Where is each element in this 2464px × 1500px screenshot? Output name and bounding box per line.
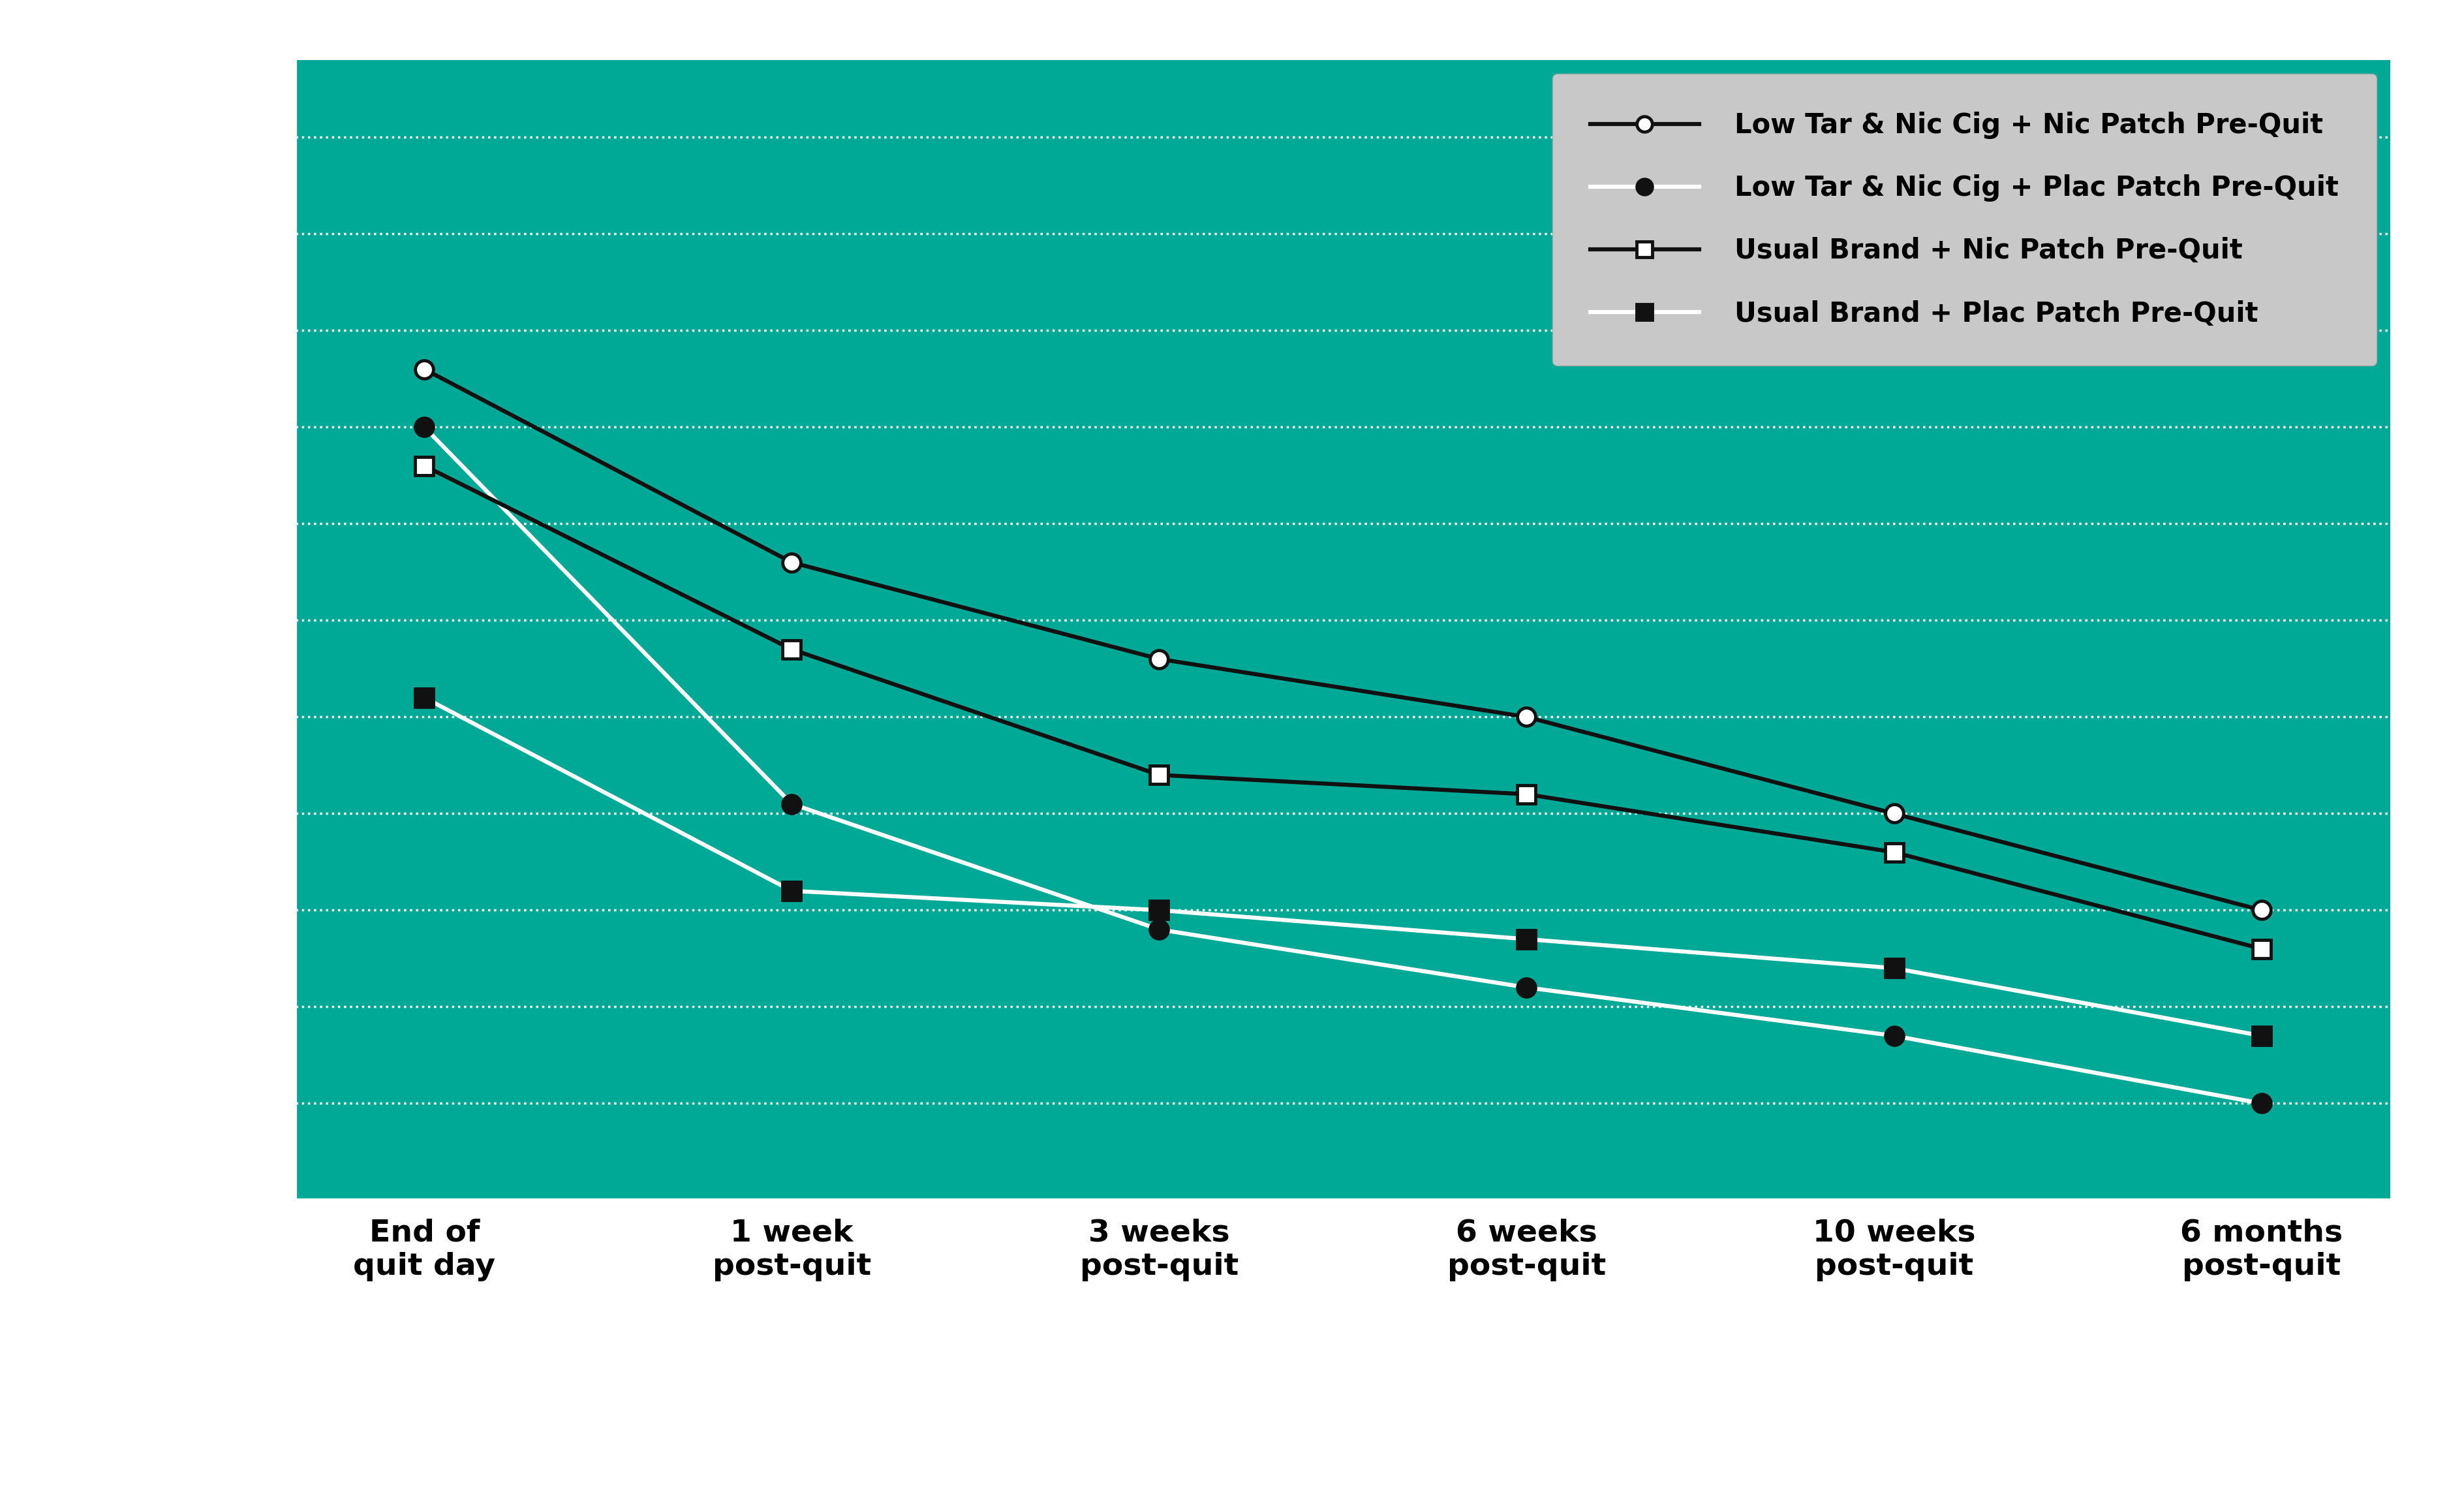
Y-axis label: Percent
abstinent: Percent abstinent xyxy=(0,594,180,666)
Legend: Low Tar & Nic Cig + Nic Patch Pre-Quit, Low Tar & Nic Cig + Plac Patch Pre-Quit,: Low Tar & Nic Cig + Nic Patch Pre-Quit, … xyxy=(1552,74,2375,366)
